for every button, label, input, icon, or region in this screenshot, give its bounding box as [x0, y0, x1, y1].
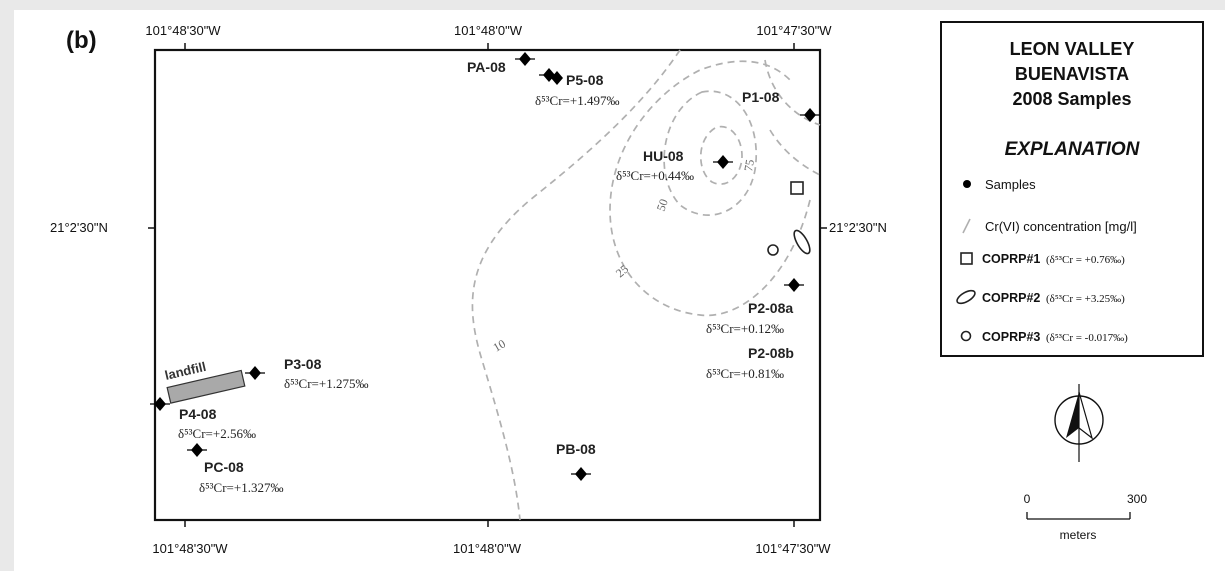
sample-markers: [150, 52, 820, 481]
contour-lines: [471, 49, 821, 521]
contour-label-50: 50: [654, 197, 671, 213]
legend-coprp1-name: COPRP#1: [982, 252, 1040, 266]
legend-box: [940, 21, 1204, 357]
sample-isotope-p5-08: δ⁵³Cr=+1.497‰: [535, 93, 619, 108]
panel-label: (b): [66, 27, 97, 54]
sample-label-pc-08: PC-08: [204, 459, 244, 475]
legend-coprp3-name: COPRP#3: [982, 330, 1040, 344]
sample-label-p5-08: P5-08: [566, 72, 604, 88]
contour-75: [699, 125, 743, 185]
coord-top-right: 101°47'30"W: [756, 23, 832, 38]
contour-10: [471, 49, 681, 521]
coord-bottom-mid: 101°48'0"W: [453, 541, 522, 556]
sample-isotope-p4-08: δ⁵³Cr=+2.56‰: [178, 426, 256, 441]
coord-bottom-right: 101°47'30"W: [755, 541, 831, 556]
legend-coprp2-icon: [956, 289, 976, 305]
sample-label-p2-08b: P2-08b: [748, 345, 794, 361]
coprp3-map-symbol: [767, 244, 779, 256]
sample-label-pb-08: PB-08: [556, 441, 596, 457]
contour-25: [609, 60, 811, 317]
coord-bottom-left: 101°48'30"W: [152, 541, 228, 556]
legend-samples-label: Samples: [985, 177, 1036, 192]
sample-label-hu-08: HU-08: [643, 148, 684, 164]
sample-marker-hu-08: [713, 155, 733, 169]
landfill: [166, 369, 246, 404]
legend-coprp1-value: (δ⁵³Cr = +0.76‰): [1046, 254, 1125, 266]
sample-isotope-pc-08: δ⁵³Cr=+1.327‰: [199, 480, 283, 495]
legend: LEON VALLEY BUENAVISTA 2008 Samples EXPL…: [940, 21, 1204, 357]
contour-50: [663, 90, 757, 216]
sample-isotope-p2-08b: δ⁵³Cr=+0.81‰: [706, 366, 784, 381]
legend-title-line-2: BUENAVISTA: [1015, 64, 1129, 84]
legend-explanation: EXPLANATION: [1005, 139, 1141, 160]
legend-coprp2-value: (δ⁵³Cr = +3.25‰): [1046, 293, 1125, 305]
scale-end: 300: [1127, 492, 1147, 506]
coord-top-mid: 101°48'0"W: [454, 23, 523, 38]
sample-marker-p1-08: [800, 108, 820, 122]
map-frame: [153, 48, 822, 522]
sample-marker-pb-08: [571, 467, 591, 481]
legend-contour-icon: [962, 218, 971, 234]
sample-marker-pa-08: [515, 52, 535, 66]
legend-coprp3-value: (δ⁵³Cr = -0.017‰): [1046, 332, 1128, 344]
scale-unit: meters: [1060, 528, 1097, 542]
coord-lat-left: 21°2'30"N: [50, 220, 108, 235]
coord-top-left: 101°48'30"W: [145, 23, 221, 38]
sample-label-p2-08a: P2-08a: [748, 300, 793, 316]
sample-isotope-p3-08: δ⁵³Cr=+1.275‰: [284, 376, 368, 391]
legend-title-line-1: LEON VALLEY: [1010, 39, 1135, 59]
sample-isotope-p2-08a: δ⁵³Cr=+0.12‰: [706, 321, 784, 336]
sample-label-p1-08: P1-08: [742, 89, 780, 105]
sample-marker-p4-08: [150, 397, 170, 411]
sample-marker-p2-08: [784, 278, 804, 292]
legend-title-line-3: 2008 Samples: [1012, 89, 1131, 109]
contour-label-10: 10: [491, 336, 508, 354]
sample-isotope-hu-08: δ⁵³Cr=+0.44‰: [616, 168, 694, 183]
legend-concentration-label: Cr(VI) concentration [mg/l]: [985, 219, 1137, 234]
coprp2-map-symbol: [793, 229, 811, 255]
landfill-area: [166, 369, 246, 404]
sample-marker-pc-08: [187, 443, 207, 457]
contour-label-25: 25: [613, 262, 631, 280]
legend-coprp1-icon: [960, 252, 973, 265]
sample-label-pa-08: PA-08: [467, 59, 506, 75]
north-arrow-icon: [1054, 384, 1104, 462]
legend-coprp2-name: COPRP#2: [982, 291, 1040, 305]
contour-label-75: 75: [741, 158, 757, 172]
legend-coprp3-icon: [960, 330, 972, 342]
coord-lat-right: 21°2'30"N: [829, 220, 887, 235]
frame-ticks: [148, 43, 827, 527]
sample-marker-p3-08: [245, 366, 265, 380]
coprp1-map-symbol: [790, 181, 804, 195]
scale-start: 0: [1024, 492, 1031, 506]
sample-label-p4-08: P4-08: [179, 406, 217, 422]
scale-bar: 0 300 meters: [1024, 492, 1148, 542]
legend-sample-icon: [963, 180, 971, 188]
contour-top-right: [769, 129, 821, 176]
sample-marker-p5-08-b: [551, 71, 563, 85]
sample-label-p3-08: P3-08: [284, 356, 322, 372]
